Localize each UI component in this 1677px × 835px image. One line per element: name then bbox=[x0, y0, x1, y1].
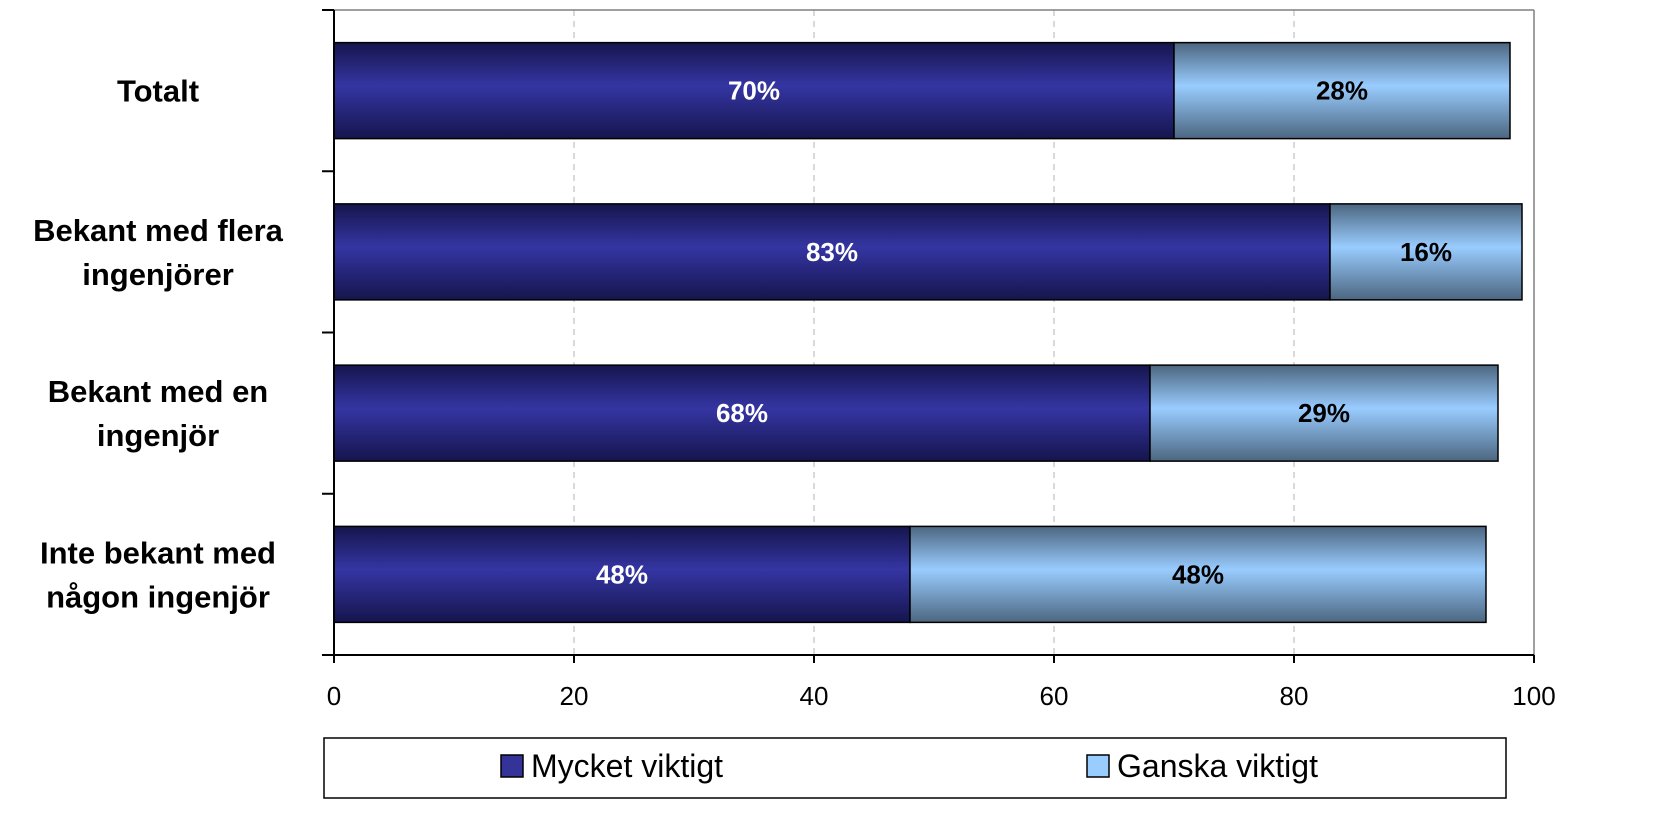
axes bbox=[322, 9, 1535, 663]
x-tick-label: 100 bbox=[1512, 681, 1555, 711]
category-label: Totalt bbox=[117, 74, 199, 109]
x-tick-label: 40 bbox=[800, 681, 829, 711]
data-label: 70% bbox=[728, 76, 780, 106]
x-tick-label: 20 bbox=[560, 681, 589, 711]
gridlines bbox=[573, 10, 1295, 655]
data-label: 48% bbox=[1172, 559, 1224, 589]
legend-label: Mycket viktigt bbox=[531, 748, 723, 784]
bar-segment bbox=[333, 41, 1175, 140]
legend-swatch bbox=[1086, 754, 1110, 778]
data-label: 68% bbox=[716, 398, 768, 428]
data-label: 29% bbox=[1298, 398, 1350, 428]
x-tick-label: 80 bbox=[1280, 681, 1309, 711]
category-label: Bekant med flera ingenjörer bbox=[33, 213, 284, 292]
data-label: 48% bbox=[596, 559, 648, 589]
bar-segment bbox=[909, 525, 1487, 624]
category-label: Bekant med en ingenjör bbox=[48, 374, 269, 453]
bar-segment bbox=[1173, 41, 1511, 140]
data-label: 28% bbox=[1316, 76, 1368, 106]
bar-segment bbox=[1329, 203, 1523, 301]
legend-swatch bbox=[500, 754, 524, 778]
labels: 0 20 40 60 80 100 70% 28% Totalt 83% 16% Bekant med… bbox=[33, 74, 1556, 711]
bars bbox=[333, 41, 1523, 624]
x-tick-label: 60 bbox=[1040, 681, 1069, 711]
bar-segment bbox=[1149, 364, 1499, 462]
legend: Mycket viktigt Ganska viktigt bbox=[323, 737, 1507, 799]
bar-segment bbox=[333, 203, 1331, 301]
data-label: 83% bbox=[806, 237, 858, 267]
category-label: Inte bekant med någon ingenjör bbox=[40, 535, 276, 614]
data-label: 16% bbox=[1400, 237, 1452, 267]
x-tick-label: 0 bbox=[327, 681, 341, 711]
legend-label: Ganska viktigt bbox=[1117, 748, 1318, 784]
